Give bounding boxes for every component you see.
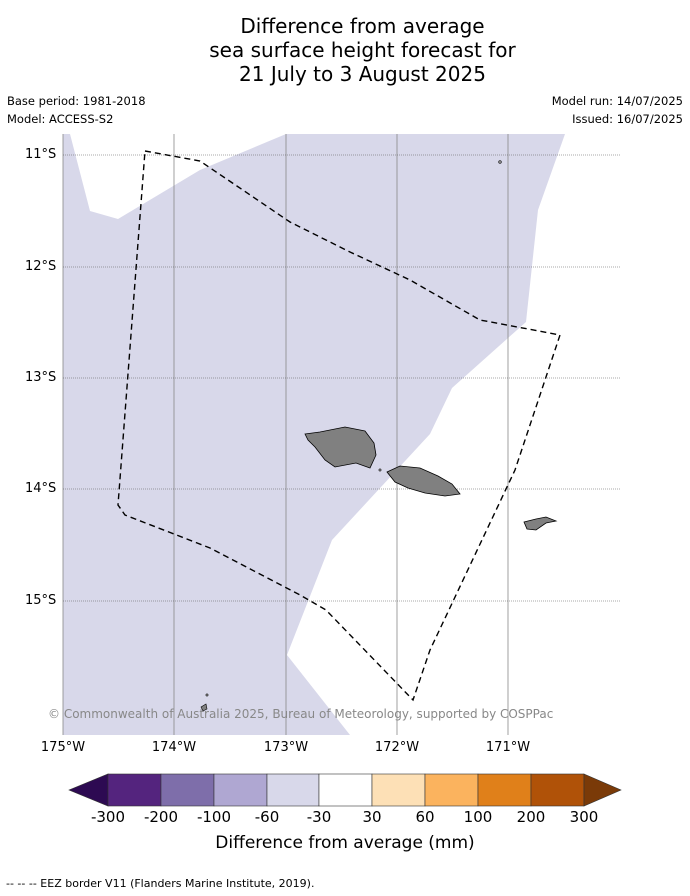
- colorbar-bin: [318, 773, 373, 807]
- copyright-notice: © Commonwealth of Australia 2025, Bureau…: [48, 707, 554, 721]
- lon-label: 172°W: [374, 740, 420, 755]
- lat-label: 14°S: [25, 481, 57, 496]
- colorbar-tick-label: 30: [362, 808, 382, 826]
- colorbar-bin: [266, 773, 320, 807]
- colorbar-bin: [371, 773, 426, 807]
- colorbar-tick-label: -30: [306, 808, 332, 826]
- colorbar: [68, 773, 622, 807]
- model-name: Model: ACCESS-S2: [7, 112, 114, 126]
- colorbar-bin: [424, 773, 479, 807]
- issued-date: Issued: 16/07/2025: [572, 112, 683, 126]
- colorbar-bin: [107, 773, 162, 807]
- colorbar-title: Difference from average (mm): [215, 833, 475, 853]
- colorbar-tick-label: 300: [569, 808, 599, 826]
- graticule: [62, 134, 509, 735]
- lon-label: 174°W: [151, 740, 197, 755]
- small-islet: [205, 693, 209, 697]
- colorbar-bin: [213, 773, 268, 807]
- lon-label: 175°W: [40, 740, 86, 755]
- tutuila-island: [523, 516, 558, 531]
- lat-label: 11°S: [25, 147, 57, 162]
- base-period: Base period: 1981-2018: [7, 94, 146, 108]
- meta-left: Base period: 1981-2018 Model: ACCESS-S2: [7, 94, 146, 130]
- small-islet: [498, 160, 502, 164]
- title-line-3: 21 July to 3 August 2025: [239, 62, 486, 86]
- colorbar-bin: [530, 773, 585, 807]
- colorbar-tick-label: -100: [196, 808, 232, 826]
- lon-label: 173°W: [263, 740, 309, 755]
- small-islet: [378, 468, 382, 472]
- colorbar-tick-label: -200: [143, 808, 179, 826]
- title-line-2: sea surface height forecast for: [209, 38, 516, 62]
- model-run: Model run: 14/07/2025: [551, 94, 683, 108]
- colorbar-bin: [477, 773, 532, 807]
- colorbar-tick-label: -60: [254, 808, 280, 826]
- meta-right: Model run: 14/07/2025 Issued: 16/07/2025: [552, 94, 683, 130]
- eez-legend-note: -- -- -- EEZ border V11 (Flanders Marine…: [6, 877, 315, 890]
- map-title: Difference from average sea surface heig…: [0, 14, 690, 86]
- lat-label: 13°S: [25, 370, 57, 385]
- latitude-lines: [63, 154, 620, 602]
- lat-label: 15°S: [25, 593, 57, 608]
- small-islet: [200, 703, 208, 712]
- colorbar-low-extension: [68, 773, 109, 807]
- lat-label: 12°S: [25, 259, 57, 274]
- lon-label: 171°W: [485, 740, 531, 755]
- colorbar-tick-label: 200: [516, 808, 546, 826]
- title-line-1: Difference from average: [240, 14, 485, 38]
- colorbar-bin: [160, 773, 215, 807]
- savaii-island: [304, 426, 377, 469]
- colorbar-high-extension: [583, 773, 622, 807]
- upolu-island: [386, 465, 461, 497]
- eez-border: [117, 150, 561, 702]
- colorbar-tick-label: 100: [463, 808, 493, 826]
- colorbar-tick-label: -300: [90, 808, 126, 826]
- colorbar-tick-label: 60: [415, 808, 435, 826]
